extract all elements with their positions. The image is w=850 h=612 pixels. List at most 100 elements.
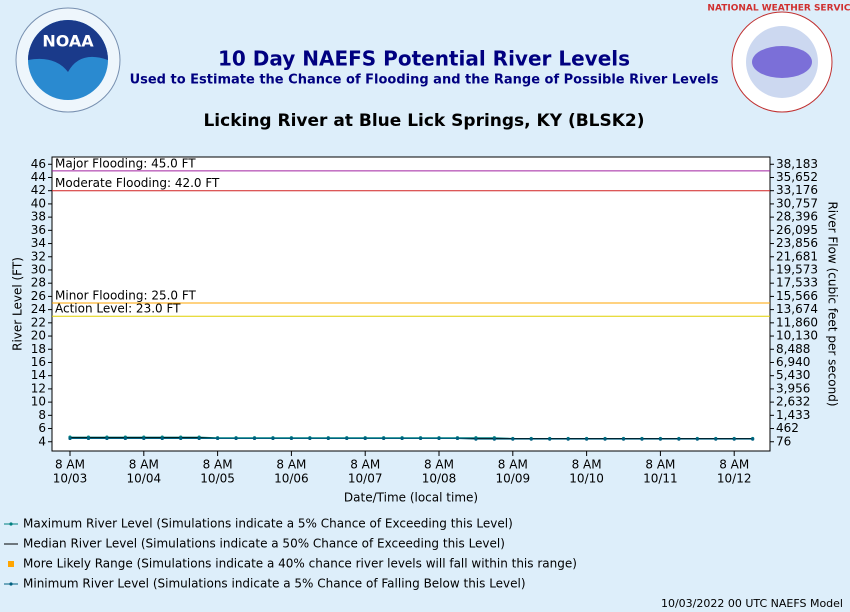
y2-tick-label: 38,183 bbox=[776, 157, 818, 171]
series-marker bbox=[68, 436, 72, 441]
series-marker bbox=[142, 436, 146, 441]
page-title: 10 Day NAEFS Potential River Levels bbox=[218, 47, 630, 71]
y2-tick-label: 19,573 bbox=[776, 262, 818, 276]
y-tick-label: 22 bbox=[31, 315, 46, 329]
x-tick-label: 8 AM bbox=[498, 458, 528, 472]
series-marker bbox=[548, 437, 552, 441]
series-marker bbox=[123, 436, 127, 441]
plot-area bbox=[51, 156, 771, 452]
series-marker bbox=[455, 436, 460, 441]
y-tick-label: 46 bbox=[31, 157, 46, 171]
x-tick-label: 8 AM bbox=[129, 458, 159, 472]
x-tick-date: 10/11 bbox=[643, 472, 678, 486]
legend-label: Median River Level (Simulations indicate… bbox=[23, 537, 505, 551]
x-tick-date: 10/12 bbox=[717, 472, 752, 486]
series-marker bbox=[326, 436, 330, 441]
y-tick-label: 44 bbox=[31, 170, 46, 184]
x-tick-label: 8 AM bbox=[719, 458, 749, 472]
noaa-text: NOAA bbox=[42, 32, 94, 51]
y-tick-label: 30 bbox=[31, 262, 46, 276]
y-axis-label: River Level (FT) bbox=[11, 257, 25, 351]
y-tick-label: 18 bbox=[31, 342, 46, 356]
y-tick-label: 24 bbox=[31, 302, 46, 316]
y-tick-label: 36 bbox=[31, 223, 46, 237]
series-marker bbox=[400, 436, 404, 441]
y2-tick-label: 1,433 bbox=[776, 408, 810, 422]
y2-tick-label: 15,566 bbox=[776, 289, 818, 303]
y2-tick-label: 26,095 bbox=[776, 223, 818, 237]
x-tick-date: 10/08 bbox=[422, 472, 457, 486]
nws-text: NATIONAL WEATHER SERVICE bbox=[707, 4, 850, 14]
series-marker bbox=[585, 437, 589, 441]
y-tick-label: 38 bbox=[31, 210, 46, 224]
x-tick-label: 8 AM bbox=[572, 458, 602, 472]
y-tick-label: 28 bbox=[31, 276, 46, 290]
x-tick-date: 10/03 bbox=[53, 472, 88, 486]
y2-tick-label: 5,430 bbox=[776, 368, 810, 382]
nws-logo: NATIONAL WEATHER SERVICE bbox=[707, 4, 850, 113]
page-subtitle: Used to Estimate the Chance of Flooding … bbox=[130, 73, 719, 88]
y2-tick-label: 33,176 bbox=[776, 183, 818, 197]
y-tick-label: 26 bbox=[31, 289, 46, 303]
series-marker bbox=[216, 436, 220, 441]
series-marker bbox=[308, 436, 312, 441]
series-marker bbox=[695, 437, 699, 441]
series-marker bbox=[289, 436, 294, 441]
series-marker bbox=[179, 436, 183, 441]
series-marker bbox=[658, 437, 663, 441]
y-tick-label: 16 bbox=[31, 355, 46, 369]
y2-tick-label: 10,130 bbox=[776, 329, 818, 343]
y2-tick-label: 6,940 bbox=[776, 355, 810, 369]
series-marker bbox=[640, 437, 644, 441]
series-marker bbox=[566, 437, 570, 441]
y2-tick-label: 3,956 bbox=[776, 381, 810, 395]
series-marker bbox=[160, 436, 164, 441]
series-marker bbox=[197, 436, 201, 441]
y2-tick-label: 13,674 bbox=[776, 302, 818, 316]
series-marker bbox=[86, 436, 91, 441]
y-tick-label: 42 bbox=[31, 183, 46, 197]
y-tick-label: 34 bbox=[31, 236, 46, 250]
y-tick-label: 10 bbox=[31, 395, 46, 409]
threshold-label: Major Flooding: 45.0 FT bbox=[55, 156, 196, 170]
x-tick-label: 8 AM bbox=[276, 458, 306, 472]
series-marker bbox=[271, 436, 275, 441]
series-marker bbox=[252, 436, 257, 441]
y-tick-label: 20 bbox=[31, 329, 46, 343]
x-axis-label: Date/Time (local time) bbox=[344, 491, 478, 505]
series-marker bbox=[732, 437, 736, 441]
x-tick-date: 10/06 bbox=[274, 472, 309, 486]
x-tick-label: 8 AM bbox=[424, 458, 454, 472]
x-tick-date: 10/04 bbox=[127, 472, 162, 486]
legend-marker bbox=[9, 522, 13, 526]
series-marker bbox=[714, 437, 718, 441]
footer: 10/03/2022 00 UTC NAEFS Model bbox=[661, 597, 843, 610]
legend-label: Maximum River Level (Simulations indicat… bbox=[23, 517, 513, 531]
y2-tick-label: 21,681 bbox=[776, 249, 818, 263]
y2-tick-label: 28,396 bbox=[776, 210, 818, 224]
x-tick-label: 8 AM bbox=[203, 458, 233, 472]
y-tick-label: 4 bbox=[38, 434, 46, 448]
y-tick-label: 40 bbox=[31, 196, 46, 210]
legend-label: Minimum River Level (Simulations indicat… bbox=[23, 577, 526, 591]
series-marker bbox=[345, 436, 349, 441]
series-marker bbox=[437, 436, 441, 441]
series-line bbox=[70, 437, 753, 440]
y-tick-label: 6 bbox=[38, 421, 46, 435]
threshold-label: Moderate Flooding: 42.0 FT bbox=[55, 176, 220, 190]
y2-tick-label: 23,856 bbox=[776, 236, 818, 250]
y2-tick-label: 8,488 bbox=[776, 342, 810, 356]
series-marker bbox=[603, 437, 607, 441]
x-tick-label: 8 AM bbox=[350, 458, 380, 472]
y2-tick-label: 76 bbox=[776, 434, 791, 448]
series-marker bbox=[363, 436, 367, 441]
series-marker bbox=[677, 437, 681, 441]
threshold-label: Minor Flooding: 25.0 FT bbox=[55, 289, 197, 303]
y2-axis-label: River Flow (cubic feet per second) bbox=[826, 201, 840, 406]
chart-title: Licking River at Blue Lick Springs, KY (… bbox=[203, 111, 644, 131]
y-tick-label: 32 bbox=[31, 249, 46, 263]
series-marker bbox=[621, 437, 626, 441]
x-tick-date: 10/05 bbox=[200, 472, 235, 486]
x-tick-date: 10/09 bbox=[496, 472, 531, 486]
legend-swatch bbox=[8, 561, 14, 567]
